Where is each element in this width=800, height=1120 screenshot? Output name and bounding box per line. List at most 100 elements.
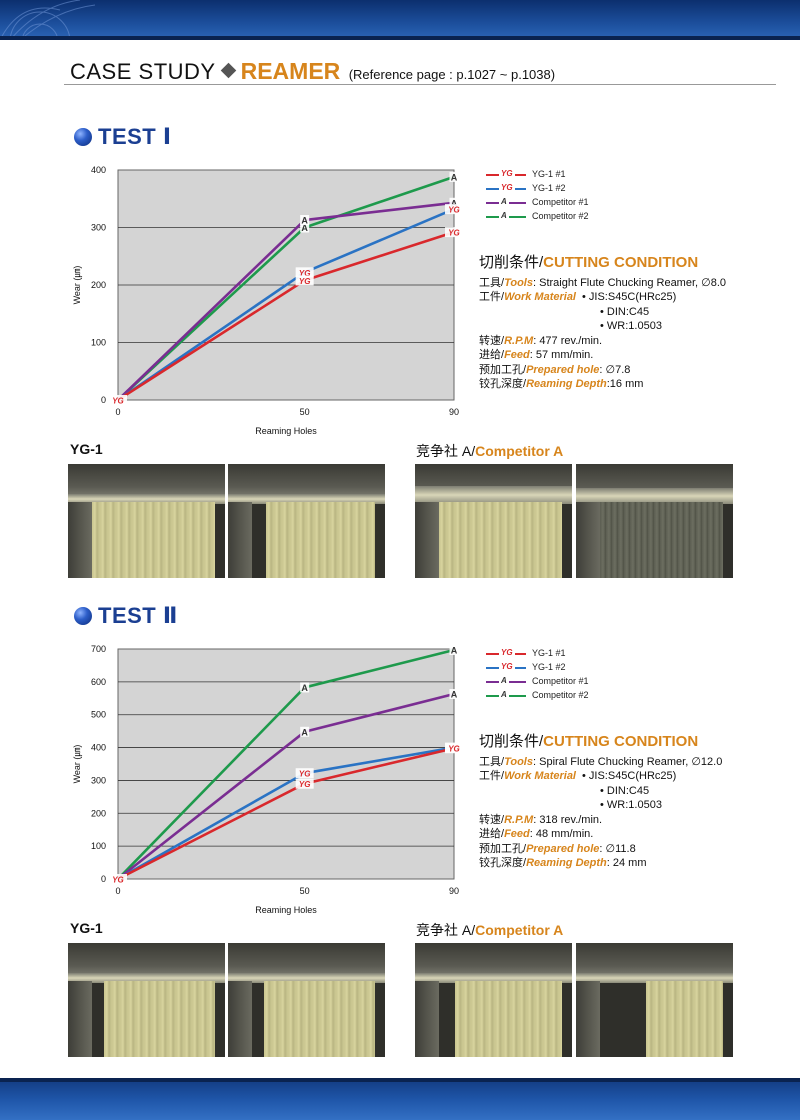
data-point-marker: A <box>451 172 458 182</box>
data-point-bg <box>300 222 310 233</box>
x-axis-label: Reaming Holes <box>255 426 317 436</box>
data-point-marker: YG <box>299 269 311 278</box>
data-point-marker: A <box>301 223 308 233</box>
data-point-marker: A <box>301 683 308 693</box>
y-tick-label: 300 <box>91 775 106 785</box>
cond-reaming-depth: 铰孔深度/Reaming Depth: 24 mm <box>479 857 647 869</box>
data-point-bg <box>449 689 459 700</box>
y-tick-label: 0 <box>101 874 106 884</box>
cond-prepared-hole: 预加工孔/Prepared hole: ∅11.8 <box>479 842 636 855</box>
data-point-marker: YG <box>299 277 311 286</box>
y-tick-label: 100 <box>91 338 106 348</box>
cond-reaming-depth: 铰孔深度/Reaming Depth:16 mm <box>479 378 644 390</box>
legend-item: A Competitor #2 <box>486 210 686 224</box>
cond-tools: 工具/Tools: Straight Flute Chucking Reamer… <box>479 276 727 289</box>
legend-item: YG YG-1 #1 <box>486 168 686 182</box>
data-point-bg <box>295 778 314 789</box>
x-tick-label: 0 <box>115 886 120 896</box>
plot-area <box>117 648 455 880</box>
data-point-bg <box>445 227 463 238</box>
data-point-bg <box>300 726 310 737</box>
sphere-icon <box>74 607 92 625</box>
test2-chart-svg: 0 100 200 300 400 500 600 700 0 50 90 Reaming Holes… <box>72 644 463 915</box>
test2-chart: 0 100 200 300 400 500 600 700 0 50 90 Reaming Holes… <box>66 637 476 927</box>
data-point-marker: A <box>301 216 308 226</box>
data-point-bg <box>449 644 459 655</box>
cond-feed: 进给/Feed: 57 mm/min. <box>479 349 594 361</box>
data-point-bg <box>300 682 310 693</box>
cond-title: 切削条件/CUTTING CONDITION <box>479 733 699 750</box>
y-tick-label: 400 <box>91 743 106 753</box>
data-point-bg <box>295 768 314 779</box>
cond-work-wr: • WR:1.0503 <box>600 320 662 332</box>
test1-yg1-photo-1 <box>68 464 225 578</box>
cond-work-wr: • WR:1.0503 <box>600 799 662 811</box>
y-tick-label: 200 <box>91 808 106 818</box>
diamond-icon <box>220 62 236 79</box>
cond-work-material: 工件/Work Material • JIS:S45C(HRc25) <box>479 770 677 782</box>
y-tick-label: 600 <box>91 677 106 687</box>
cond-rpm: 转速/R.P.M: 477 rev./min. <box>479 334 603 347</box>
y-tick-label: 200 <box>91 280 106 290</box>
cond-tools: 工具/Tools: Spiral Flute Chucking Reamer, … <box>479 755 723 768</box>
test1-competitor-photo-1 <box>415 464 572 578</box>
data-point-marker: YG <box>448 229 460 238</box>
data-point-marker: YG <box>112 397 124 406</box>
y-axis-label: Wear (㎛) <box>72 266 83 305</box>
x-tick-label: 0 <box>115 407 120 417</box>
test2-competitor-label: 竞争社 A/Competitor A <box>416 922 564 938</box>
x-tick-label: 90 <box>449 886 459 896</box>
test2-title: TEST Ⅱ <box>74 603 178 631</box>
test1-yg1-label: YG-1 <box>70 441 103 457</box>
test1-yg1-photo-2 <box>228 464 385 578</box>
x-tick-label: 90 <box>449 407 459 417</box>
data-point-marker: A <box>451 198 458 208</box>
test2-legend: YG YG-1 #1 YG YG-1 #2 A Competitor #1 A Comp… <box>486 647 686 703</box>
header-reference: (Reference page : p.1027 ~ p.1038) <box>348 67 556 82</box>
test1-competitor-label: 竞争社 A/Competitor A <box>416 443 564 459</box>
test2-cutting-condition: 切削条件/CUTTING CONDITION 工具/Tools: Spiral … <box>479 733 779 871</box>
x-axis-label: Reaming Holes <box>255 905 317 915</box>
y-tick-label: 300 <box>91 223 106 233</box>
header-case-study: CASE STUDY <box>70 59 216 84</box>
test1-cutting-condition: 切削条件/CUTTING CONDITION 工具/Tools: Straigh… <box>479 254 779 392</box>
data-point-marker: A <box>451 645 458 655</box>
cond-title: 切削条件/CUTTING CONDITION <box>479 254 699 271</box>
test1-chart-svg: 0 100 200 300 400 0 50 90 Reaming Holes Wear (㎛) A… <box>72 165 463 436</box>
bottom-banner <box>0 1078 800 1120</box>
test1-chart: 0 100 200 300 400 0 50 90 Reaming Holes Wear (㎛) A… <box>66 158 476 448</box>
test2-yg1-photo-1 <box>68 943 225 1057</box>
data-point-bg <box>445 743 463 754</box>
y-tick-label: 400 <box>91 165 106 175</box>
test2-competitor-photo-2 <box>576 943 733 1057</box>
data-point-marker: YG <box>112 876 124 885</box>
legend-item: A Competitor #1 <box>486 675 686 689</box>
test1-legend: YG YG-1 #1 YG YG-1 #2 A Competitor #1 A Comp… <box>486 168 686 224</box>
data-point-marker: YG <box>448 745 460 754</box>
data-point-bg <box>109 874 127 884</box>
data-point-marker: YG <box>299 770 311 779</box>
test1-title-text: TEST Ⅰ <box>98 124 172 149</box>
legend-item: A Competitor #2 <box>486 689 686 703</box>
data-point-marker: YG <box>299 780 311 789</box>
legend-item: YG YG-1 #2 <box>486 182 686 196</box>
x-tick-label: 50 <box>300 407 310 417</box>
cond-work-din: • DIN:C45 <box>600 305 650 318</box>
cond-feed: 进给/Feed: 48 mm/min. <box>479 828 594 840</box>
test2-yg1-label: YG-1 <box>70 920 103 936</box>
data-point-bg <box>295 275 314 286</box>
header-divider <box>64 84 776 85</box>
sphere-icon <box>74 128 92 146</box>
data-point-bg <box>449 197 459 208</box>
header-reamer: REAMER <box>240 58 341 84</box>
page-header: CASE STUDY REAMER (Reference page : p.102… <box>70 58 770 88</box>
test2-yg1-photo-2 <box>228 943 385 1057</box>
test1-competitor-photo-2 <box>576 464 733 578</box>
y-tick-label: 100 <box>91 841 106 851</box>
cond-rpm: 转速/R.P.M: 318 rev./min. <box>479 813 603 826</box>
data-point-marker: YG <box>448 206 460 215</box>
y-tick-label: 700 <box>91 644 106 654</box>
legend-item: YG YG-1 #1 <box>486 647 686 661</box>
legend-item: A Competitor #1 <box>486 196 686 210</box>
data-point-bg <box>300 215 310 226</box>
